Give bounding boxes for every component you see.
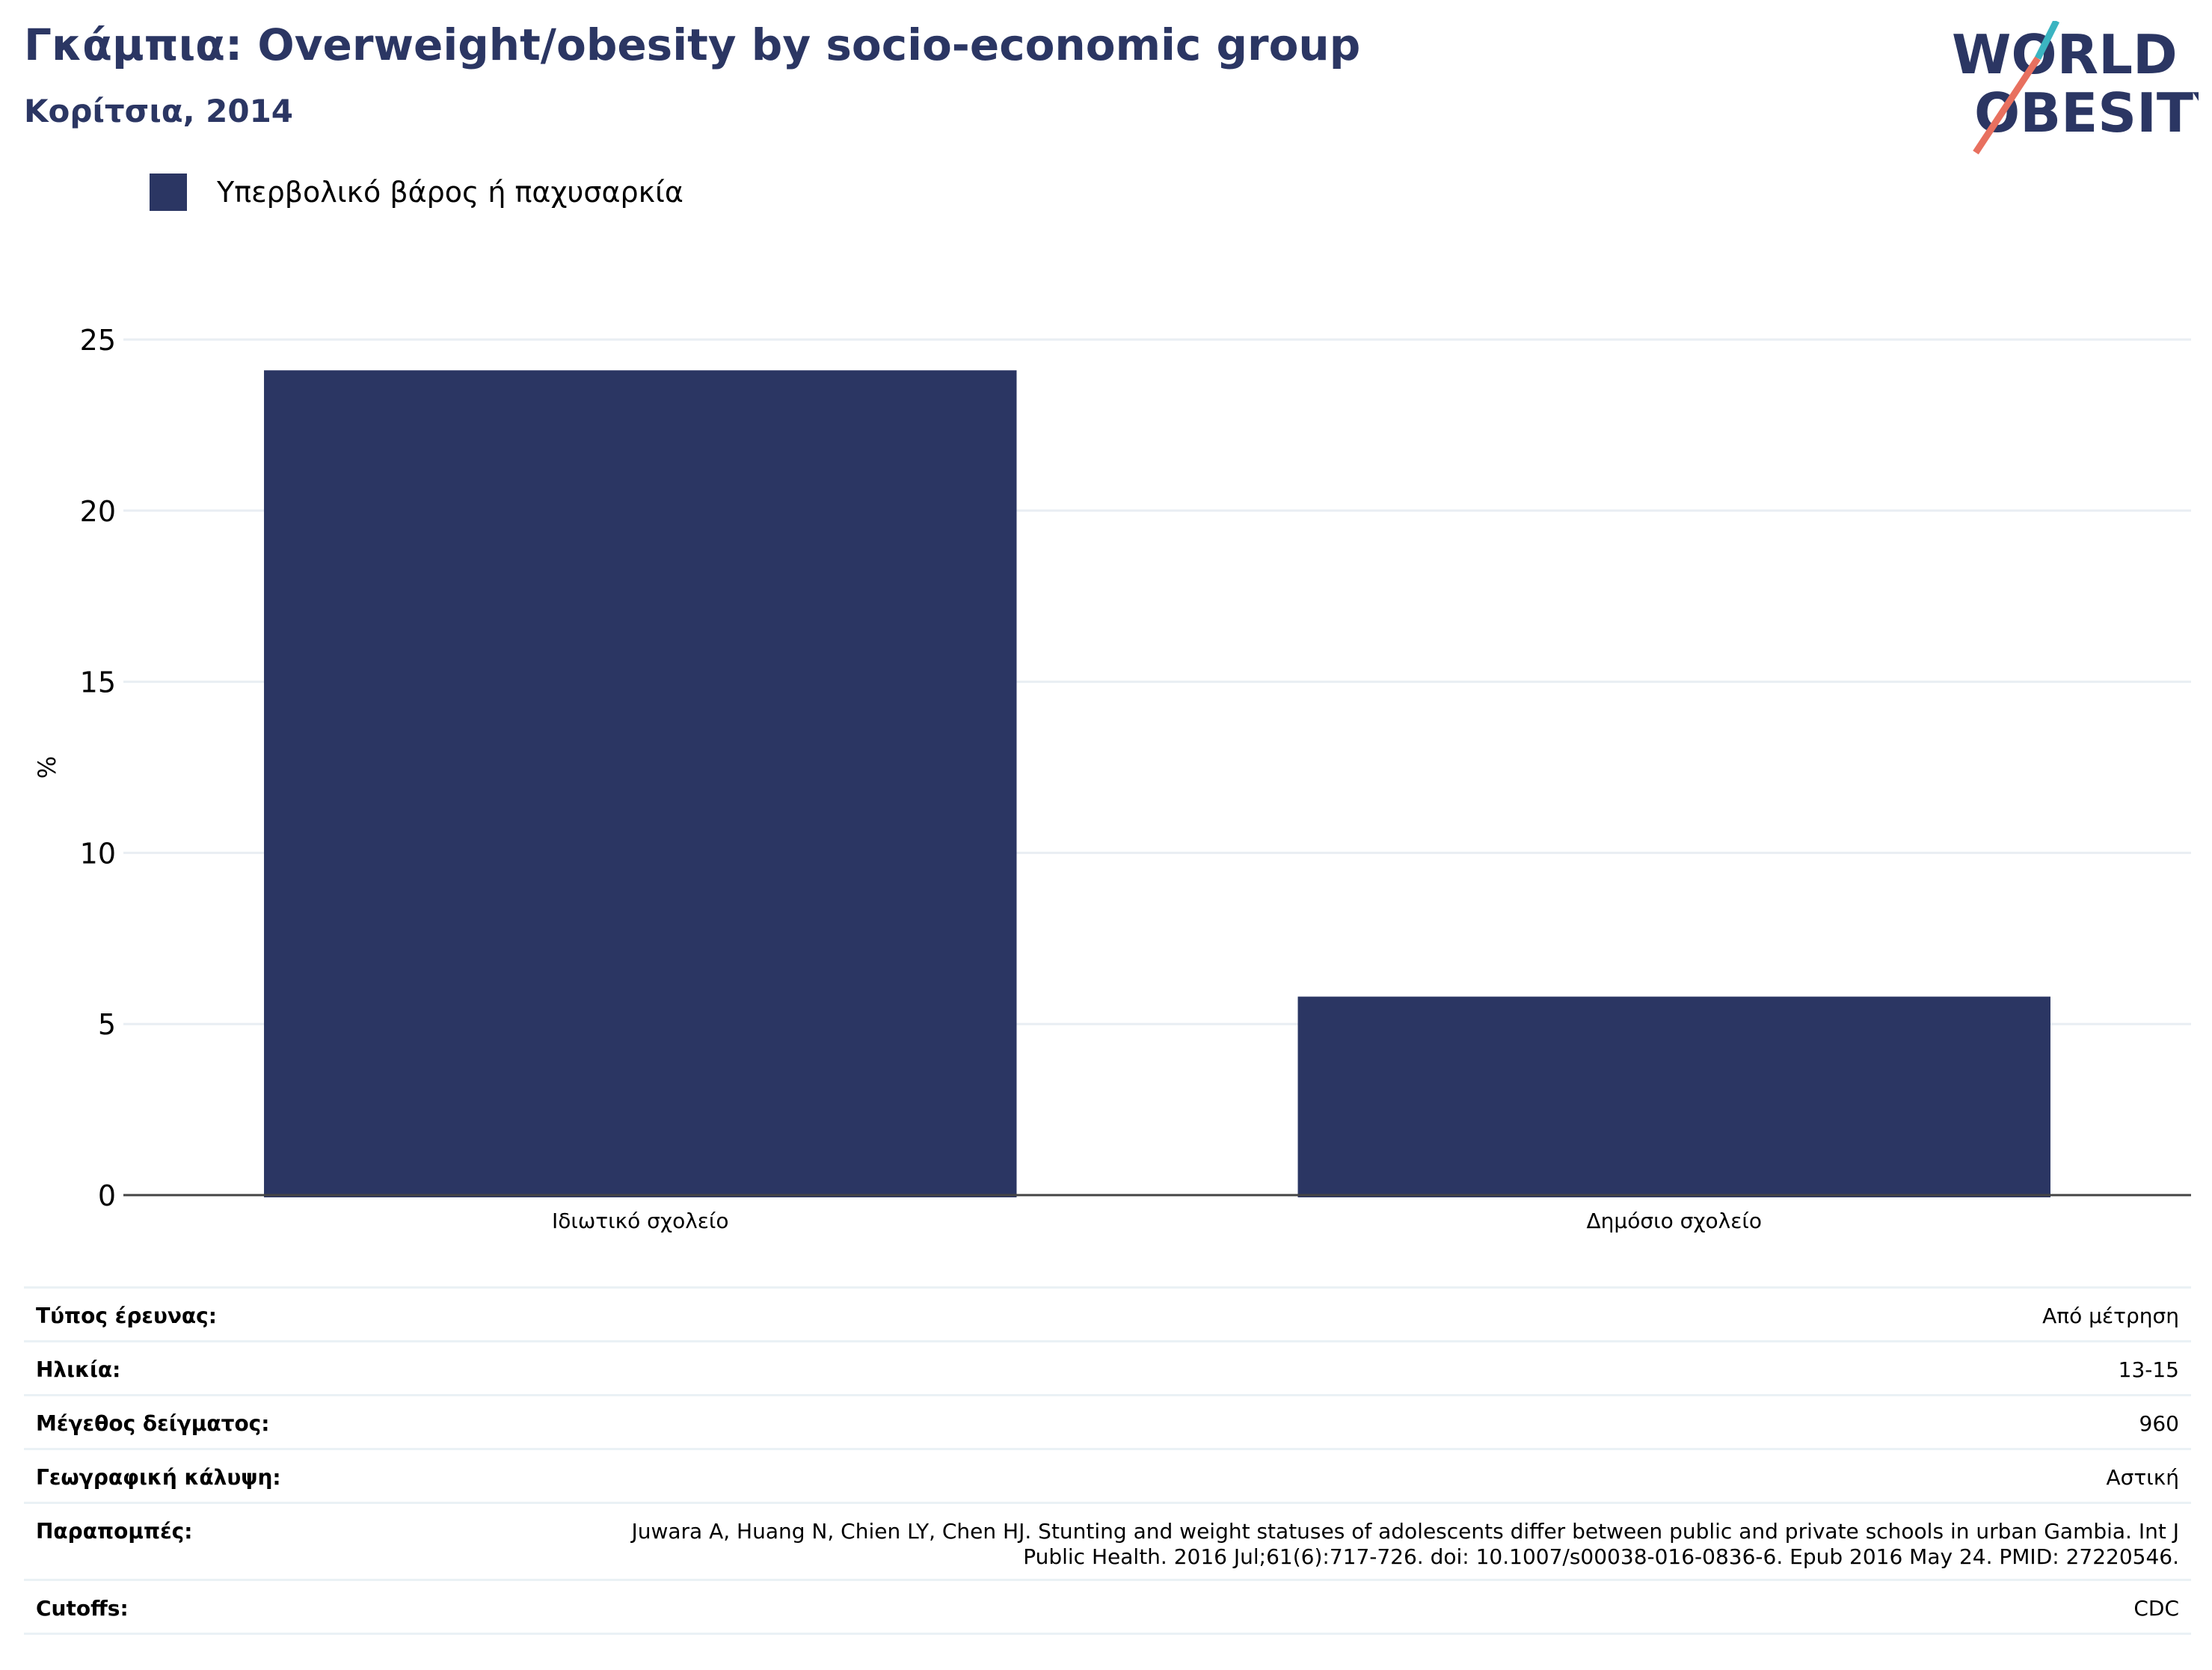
x-tick-labels: Ιδιωτικό σχολείο Δημόσιο σχολείο	[552, 1209, 1762, 1233]
y-tick-label: 20	[80, 495, 116, 528]
info-label: Τύπος έρευνας:	[36, 1304, 217, 1328]
logo-teal-stroke	[2034, 19, 2060, 61]
info-label: Γεωγραφική κάλυψη:	[36, 1465, 281, 1490]
info-row-survey-type: Τύπος έρευνας: Από μέτρηση	[24, 1289, 2191, 1342]
info-value: Από μέτρηση	[2042, 1304, 2179, 1328]
world-obesity-logo-icon: WORLD OBESITY	[1952, 19, 2212, 155]
info-row-cutoffs: Cutoffs: CDC	[24, 1581, 2191, 1635]
y-tick-label: 25	[80, 324, 116, 357]
info-label: Μέγεθος δείγματος:	[36, 1411, 270, 1436]
logo-coral-stroke	[1973, 56, 2041, 155]
info-row-sample-size: Μέγεθος δείγματος: 960	[24, 1396, 2191, 1450]
info-value: 13-15	[2118, 1357, 2179, 1382]
info-value: Αστική	[2106, 1465, 2179, 1490]
chart-subtitle: Κορίτσια, 2014	[24, 93, 294, 129]
info-label: Ηλικία:	[36, 1357, 121, 1382]
info-value: CDC	[2133, 1596, 2179, 1621]
y-axis-label: %	[33, 756, 61, 779]
survey-info-table: Τύπος έρευνας: Από μέτρηση Ηλικία: 13-15…	[24, 1286, 2191, 1635]
info-row-age: Ηλικία: 13-15	[24, 1342, 2191, 1396]
legend-label: Υπερβολικό βάρος ή παχυσαρκία	[217, 176, 683, 209]
bar	[1297, 996, 2050, 1197]
x-tick-label: Ιδιωτικό σχολείο	[552, 1209, 729, 1233]
y-tick-label: 10	[80, 837, 116, 870]
info-value: 960	[2139, 1411, 2179, 1436]
y-tick-label: 5	[98, 1008, 116, 1041]
x-tick-label: Δημόσιο σχολείο	[1587, 1209, 1762, 1233]
info-row-coverage: Γεωγραφική κάλυψη: Αστική	[24, 1450, 2191, 1504]
logo-line1: WORLD	[1952, 23, 2178, 86]
chart-title: Γκάμπια: Overweight/obesity by socio-eco…	[24, 19, 1361, 70]
legend-swatch	[150, 174, 187, 211]
info-row-references: Παραπομπές: Juwara A, Huang N, Chien LY,…	[24, 1504, 2191, 1581]
info-value: Juwara A, Huang N, Chien LY, Chen HJ. St…	[631, 1519, 2179, 1569]
y-tick-label: 15	[80, 666, 116, 699]
bar-chart: 0 5 10 15 20 25 Ιδιωτικό σχολείο Δημόσιο σχολε…	[33, 324, 2191, 1233]
y-tick-labels: 0 5 10 15 20 25	[80, 324, 116, 1212]
y-tick-label: 0	[98, 1179, 116, 1212]
legend: Υπερβολικό βάρος ή παχυσαρκία	[150, 174, 683, 211]
info-label: Cutoffs:	[36, 1596, 129, 1621]
bars	[264, 370, 2050, 1198]
world-obesity-logo: WORLD OBESITY	[1952, 19, 2212, 159]
info-label: Παραπομπές:	[36, 1519, 193, 1544]
bar	[264, 370, 1017, 1198]
